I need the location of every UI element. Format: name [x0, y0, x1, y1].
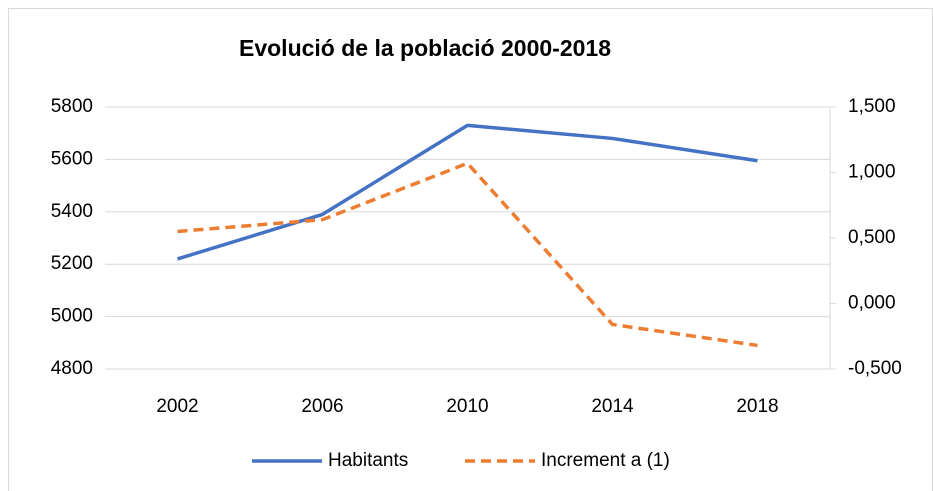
series-line — [176, 123, 758, 261]
chart-frame — [8, 8, 933, 491]
y-tick-label: 5600 — [51, 148, 93, 169]
x-tick-label: 2014 — [591, 396, 634, 417]
legend-label: Increment a (1) — [541, 450, 670, 471]
y2-tick-label: 0,000 — [848, 293, 896, 314]
y-tick-label: 5800 — [51, 96, 93, 117]
y2-tick-label: 1,000 — [848, 162, 896, 183]
y2-tick-label: -0,500 — [848, 358, 902, 379]
y-tick-label: 5400 — [51, 201, 93, 222]
y-tick-label: 5200 — [51, 253, 93, 274]
x-tick-label: 2018 — [736, 396, 778, 417]
x-tick-label: 2002 — [156, 396, 198, 417]
y2-tick-label: 0,500 — [848, 227, 896, 248]
y-tick-label: 5000 — [51, 306, 93, 327]
chart-title: Evolució de la població 2000-2018 — [239, 35, 611, 61]
y2-tick-label: 1,500 — [848, 96, 896, 117]
y-tick-label: 4800 — [51, 358, 93, 379]
legend-label: Habitants — [328, 450, 408, 471]
x-tick-label: 2006 — [301, 396, 343, 417]
series-line — [177, 161, 758, 348]
x-tick-label: 2010 — [446, 396, 488, 417]
